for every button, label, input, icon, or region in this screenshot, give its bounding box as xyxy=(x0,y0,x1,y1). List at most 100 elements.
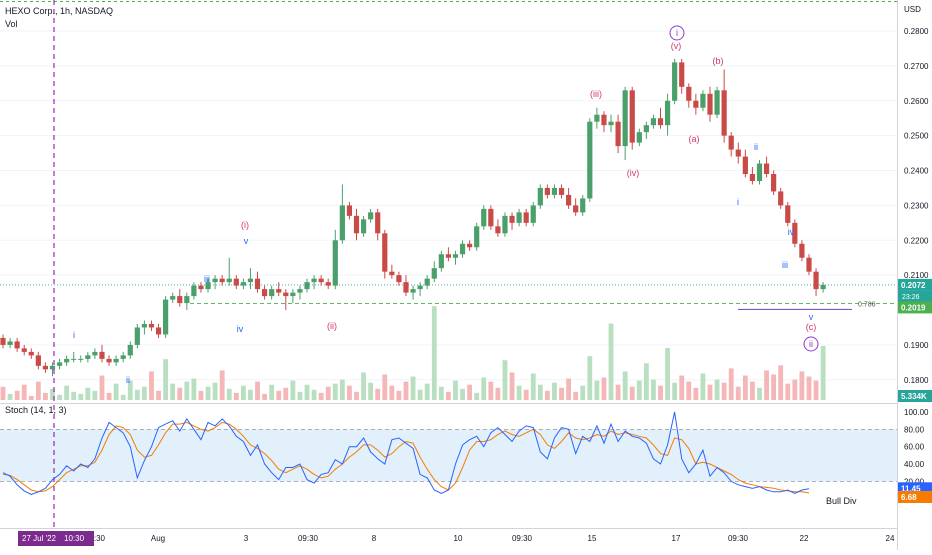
axis-layer[interactable]: 0.2800 0.2700 0.2600 0.2500 0.2400 0.2300 0.22… xyxy=(18,27,932,546)
candle-body xyxy=(763,163,770,175)
candle-body xyxy=(311,278,317,283)
candle-body xyxy=(290,292,296,297)
volume-bar xyxy=(332,383,338,400)
candle-body xyxy=(820,284,826,290)
candle-body xyxy=(177,296,183,304)
wave-label: v xyxy=(809,312,814,322)
volume-label[interactable]: Vol xyxy=(5,19,18,29)
candle-body xyxy=(509,215,515,223)
candle-body xyxy=(191,285,197,297)
wave-label: iv xyxy=(788,227,795,237)
volume-bar xyxy=(566,378,571,400)
price-tick-label: 0.2300 xyxy=(904,201,929,210)
volume-bar xyxy=(375,388,381,400)
candle-body xyxy=(403,282,409,293)
candle-body xyxy=(85,355,91,359)
stoch-title[interactable]: Stoch (14, 1, 3) xyxy=(5,405,67,415)
volume-bar xyxy=(495,387,501,400)
volume-bar xyxy=(262,393,267,400)
volume-bar xyxy=(142,386,147,400)
candle-body xyxy=(410,289,416,293)
volume-bar xyxy=(785,383,791,400)
candle-body xyxy=(693,100,699,108)
candle-body xyxy=(184,296,190,304)
volume-bar xyxy=(728,368,734,400)
candle-body xyxy=(148,323,155,328)
wave-circle-label: i xyxy=(676,28,678,38)
candle-body xyxy=(664,100,671,126)
volume-bar xyxy=(502,360,508,400)
volume-bar xyxy=(14,390,20,400)
volume-bar xyxy=(361,372,366,400)
candle-body xyxy=(14,341,20,349)
candle-body xyxy=(134,327,140,345)
volume-bar xyxy=(665,347,670,400)
candle-body xyxy=(21,348,27,352)
candle-body xyxy=(551,187,558,195)
volume-bar xyxy=(693,387,699,400)
price-tick-label: 0.2200 xyxy=(904,236,929,245)
volume-bar xyxy=(184,381,190,400)
volume-bar xyxy=(297,391,303,400)
candle-body xyxy=(99,351,105,359)
symbol-title[interactable]: HEXO Corp., 1h, NASDAQ xyxy=(5,6,114,16)
volume-bar xyxy=(198,390,204,400)
candle-body xyxy=(672,62,678,101)
volume-bar xyxy=(28,395,34,400)
candle-body xyxy=(389,271,395,276)
volume-bar xyxy=(177,387,183,400)
volume-bar xyxy=(35,381,41,400)
candle-body xyxy=(700,93,706,108)
wave-label: iii xyxy=(204,274,210,284)
candle-body xyxy=(587,121,593,199)
candle-body xyxy=(799,243,805,258)
volume-bar xyxy=(156,390,161,400)
candle-body xyxy=(417,285,423,290)
stoch-d-badge-bg xyxy=(898,490,932,503)
volume-bar xyxy=(325,386,331,400)
time-tick-label: 09:30 xyxy=(298,534,319,543)
wave-label: iii xyxy=(782,260,788,270)
volume-bar xyxy=(721,382,727,400)
candle-body xyxy=(42,365,49,370)
candle-body xyxy=(353,215,360,234)
candle-body xyxy=(785,205,791,223)
candle-body xyxy=(141,323,147,328)
time-tick-label: 3 xyxy=(244,534,249,543)
candle-body xyxy=(92,351,98,356)
volume-bar xyxy=(573,391,579,400)
candle-body xyxy=(155,327,162,335)
candle-body xyxy=(297,289,303,293)
candle-body xyxy=(325,282,331,286)
volume-bar xyxy=(792,379,798,400)
volume-bar xyxy=(446,391,451,400)
volume-bar xyxy=(149,371,154,400)
volume-bar xyxy=(460,388,465,400)
last-price-badge-bg xyxy=(898,278,932,291)
candle-body xyxy=(721,90,727,136)
candle-body xyxy=(431,268,437,279)
volume-bar xyxy=(248,389,253,400)
crosshair-time: 10:30 xyxy=(64,534,85,543)
candle-body xyxy=(622,90,628,147)
volume-bar xyxy=(601,377,607,400)
candles-layer xyxy=(0,58,826,377)
volume-bar xyxy=(714,379,720,400)
volume-bar xyxy=(764,370,769,400)
volume-bar xyxy=(283,387,289,400)
candle-body xyxy=(424,278,430,286)
wave-label: (b) xyxy=(713,56,724,66)
candle-body xyxy=(35,355,41,366)
volume-bar xyxy=(99,375,105,400)
candle-body xyxy=(7,341,13,345)
price-tick-label: 0.2800 xyxy=(904,27,929,36)
volume-bar xyxy=(672,382,678,400)
volume-bar xyxy=(134,389,140,400)
volume-bar xyxy=(516,385,522,400)
volume-bar xyxy=(608,323,614,400)
volume-badge-bg xyxy=(898,390,932,402)
candle-body xyxy=(113,358,119,363)
candle-body xyxy=(580,198,586,213)
candle-body xyxy=(360,219,367,234)
